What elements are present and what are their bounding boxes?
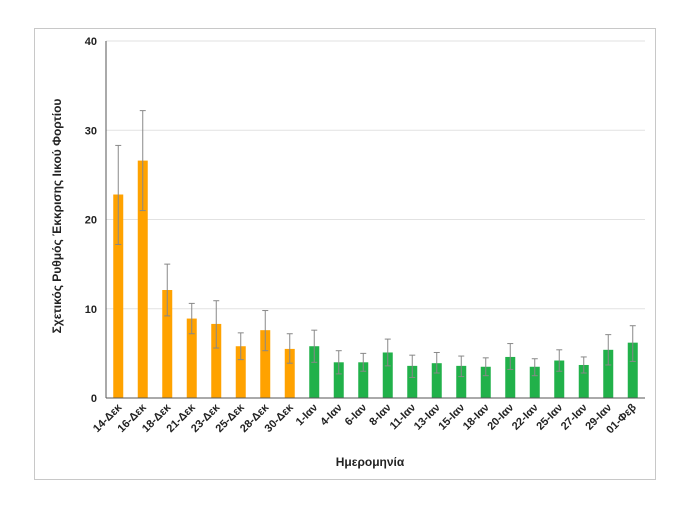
- bar: [162, 290, 173, 398]
- x-axis-title: Ημερομηνία: [336, 455, 405, 469]
- x-tick-label: 11-Ιαν: [388, 402, 419, 433]
- x-tick-labels: 14-Δεκ16-Δεκ18-Δεκ21-Δεκ23-Δεκ25-Δεκ28-Δ…: [91, 401, 639, 436]
- bar: [431, 363, 442, 398]
- bar: [113, 194, 124, 398]
- x-tick-label: 27-Ιαν: [559, 402, 590, 433]
- x-tick-label: 13-Ιαν: [412, 402, 443, 433]
- bar: [186, 318, 197, 398]
- bar: [284, 348, 295, 398]
- axes: [105, 41, 645, 399]
- y-axis-title: Σχετικός Ρυθμός Έκκρισης Ιικού Φορτίου: [50, 99, 64, 334]
- bar: [529, 366, 540, 398]
- bar: [554, 360, 565, 398]
- y-tick-label: 40: [85, 36, 97, 48]
- bar: [456, 365, 467, 398]
- x-tick-label: 1-Ιαν: [294, 402, 321, 429]
- x-tick-label: 30-Δεκ: [263, 401, 297, 435]
- y-tick-labels: 0 10 20 30 40: [85, 36, 97, 405]
- chart-frame: [34, 28, 656, 480]
- bar: [235, 346, 246, 398]
- x-tick-label: 22-Ιαν: [510, 402, 541, 433]
- bar: [211, 323, 222, 398]
- x-tick-label: 25-Ιαν: [534, 402, 565, 433]
- bar: [382, 352, 393, 398]
- y-tick-label: 0: [91, 393, 97, 405]
- bar: [260, 330, 271, 398]
- error-bars: [115, 110, 636, 378]
- x-tick-label: 4-Ιαν: [318, 402, 345, 429]
- bar: [603, 349, 614, 398]
- x-tick-label: 15-Ιαν: [436, 402, 467, 433]
- y-tick-label: 10: [85, 304, 97, 316]
- bar: [480, 366, 491, 398]
- x-tick-label: 18-Ιαν: [461, 402, 492, 433]
- bar: [137, 160, 148, 398]
- bar: [578, 364, 589, 398]
- bar: [333, 362, 344, 398]
- x-tick-label: 6-Ιαν: [343, 402, 370, 429]
- bar: [627, 342, 638, 398]
- gridlines: [106, 40, 645, 310]
- y-tick-label: 20: [85, 215, 97, 227]
- bar: [407, 365, 418, 398]
- x-tick-label: 20-Ιαν: [485, 402, 516, 433]
- bar: [358, 362, 369, 398]
- bar: [309, 346, 320, 398]
- bars: [113, 160, 638, 398]
- bar: [505, 356, 516, 398]
- y-tick-label: 30: [85, 125, 97, 137]
